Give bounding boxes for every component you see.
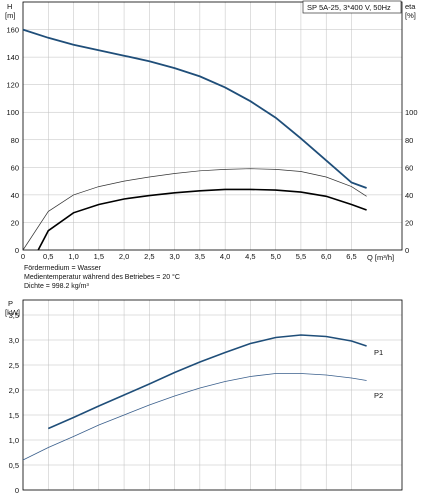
medium-note: Fördermedium = Wasser xyxy=(24,265,101,272)
p-axis-unit: [kW] xyxy=(5,308,20,317)
q-tick-label-8: 4,0 xyxy=(220,252,230,261)
eta-total-curve xyxy=(37,188,367,251)
q-tick-label-6: 3,0 xyxy=(169,252,179,261)
p2-series-label: P2 xyxy=(374,391,383,400)
hq-grid xyxy=(22,2,402,251)
p-curves xyxy=(22,334,367,461)
hq-plot-frame xyxy=(22,1,403,251)
eta-tick-label-3: 60 xyxy=(405,163,413,172)
eta-pump-curve xyxy=(22,168,367,251)
q-tick-label-4: 2,0 xyxy=(119,252,129,261)
eta-tick-label-1: 20 xyxy=(405,218,413,227)
q-tick-label-0: 0 xyxy=(21,252,25,261)
q-tick-label-2: 1,0 xyxy=(68,252,78,261)
q-tick-label-3: 1,5 xyxy=(94,252,104,261)
h-tick-label-6: 120 xyxy=(6,81,19,90)
p-axes xyxy=(22,299,403,491)
density-note: Dichte = 998.2 kg/m³ xyxy=(24,283,89,290)
q-tick-label-10: 5,0 xyxy=(270,252,280,261)
h-tick-label-3: 60 xyxy=(11,163,19,172)
hq-axes xyxy=(22,1,403,251)
p-tick-label-2: 1,0 xyxy=(9,436,19,445)
q-tick-label-11: 5,5 xyxy=(296,252,306,261)
eta-tick-label-4: 80 xyxy=(405,136,413,145)
h-tick-label-4: 80 xyxy=(11,136,19,145)
h-tick-label-5: 100 xyxy=(6,108,19,117)
p2-curve xyxy=(22,373,367,461)
p-tick-label-4: 2,0 xyxy=(9,386,19,395)
p-tick-label-7: 3,5 xyxy=(9,311,19,320)
p-grid xyxy=(22,300,402,491)
p-tick-label-5: 2,5 xyxy=(9,361,19,370)
p-ticks: 0 0,5 1,0 1,5 2,0 2,5 3,0 3,5 xyxy=(9,311,19,495)
h-axis-unit: [m] xyxy=(5,11,15,20)
header-box xyxy=(302,0,402,14)
p1-curve xyxy=(47,334,367,430)
hq-ticks: 0 0,5 1,0 1,5 2,0 2,5 3,0 3,5 4,0 4,5 5,0 5,5 6,0 6,5… xyxy=(6,26,417,261)
p-tick-label-1: 0,5 xyxy=(9,461,19,470)
h-tick-label-2: 40 xyxy=(11,191,19,200)
eta-tick-label-0: 0 xyxy=(405,246,409,255)
p-tick-label-6: 3,0 xyxy=(9,336,19,345)
q-tick-label-9: 4,5 xyxy=(245,252,255,261)
p-plot-frame xyxy=(22,299,403,491)
p-tick-label-0: 0 xyxy=(15,486,19,495)
q-tick-label-5: 2,5 xyxy=(144,252,154,261)
hq-curves xyxy=(22,28,367,251)
q-tick-label-12: 6,0 xyxy=(321,252,331,261)
hq-curve xyxy=(22,28,367,189)
temperature-note: Medientemperatur während des Betriebes =… xyxy=(24,274,180,281)
header-box-text: SP 5A-25, 3*400 V, 50Hz xyxy=(307,3,391,12)
h-axis-label: H xyxy=(7,2,12,11)
p-tick-label-3: 1,5 xyxy=(9,411,19,420)
h-tick-label-0: 0 xyxy=(15,246,19,255)
eta-tick-label-2: 40 xyxy=(405,191,413,200)
h-tick-label-7: 140 xyxy=(6,53,19,62)
eta-tick-label-5: 100 xyxy=(405,108,418,117)
eta-axis-unit: [%] xyxy=(405,11,416,20)
h-tick-label-8: 160 xyxy=(6,26,19,35)
q-tick-label-13: 6,5 xyxy=(346,252,356,261)
eta-axis-label: eta xyxy=(405,2,416,11)
h-tick-label-1: 20 xyxy=(11,218,19,227)
p-axis-label: P xyxy=(8,299,13,308)
q-tick-label-7: 3,5 xyxy=(195,252,205,261)
p1-series-label: P1 xyxy=(374,348,383,357)
q-axis-label: Q [m³/h] xyxy=(367,253,394,262)
q-tick-label-1: 0,5 xyxy=(43,252,53,261)
